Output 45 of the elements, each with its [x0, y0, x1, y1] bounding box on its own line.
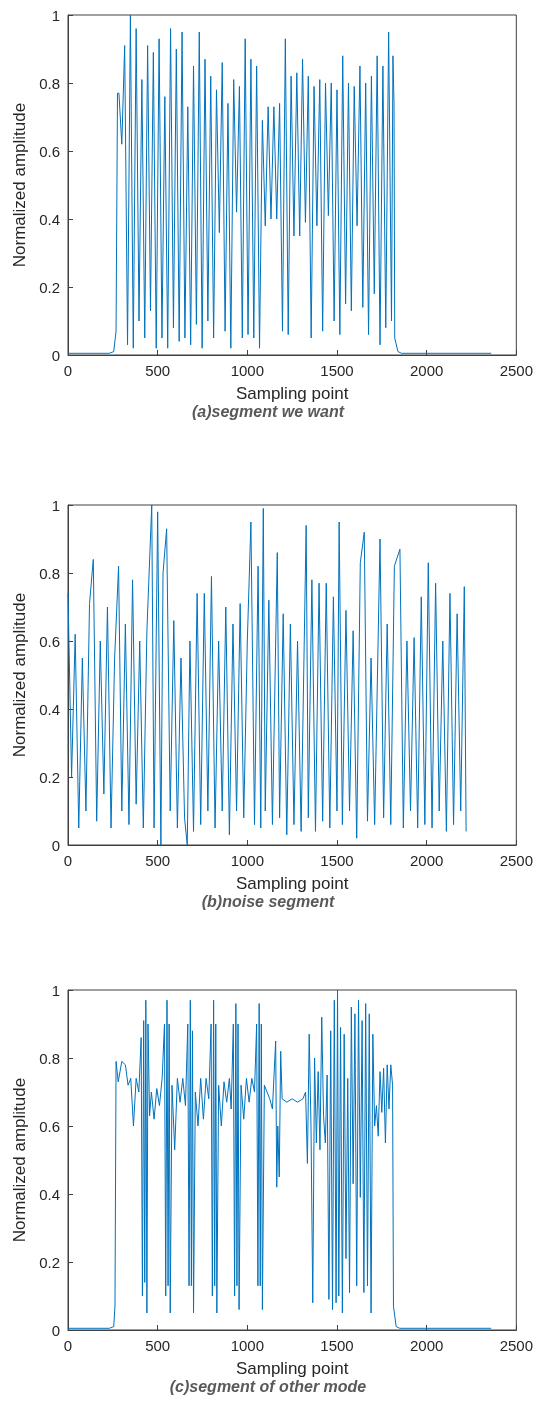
- x-tick-label: 500: [145, 852, 171, 869]
- x-tick-label: 2000: [409, 1337, 444, 1354]
- x-tick-label: 2000: [409, 362, 444, 379]
- y-tick-label: 1: [51, 6, 60, 24]
- x-tick-label: 2500: [499, 852, 533, 869]
- x-axis-title: Sampling point: [235, 1359, 349, 1378]
- y-axis-title: Normalized amplitude: [10, 1077, 29, 1243]
- x-tick-label: 1500: [320, 1337, 354, 1354]
- x-tick-label: 2500: [499, 362, 533, 379]
- y-tick-label: 0: [51, 1321, 60, 1339]
- x-tick-label: 1500: [320, 362, 354, 379]
- x-tick-label: 2500: [499, 1337, 533, 1354]
- y-tick-label: 0.6: [39, 632, 60, 650]
- y-tick-label: 0.8: [39, 564, 60, 582]
- x-tick-label: 1000: [230, 1337, 265, 1354]
- y-tick-label: 0: [51, 836, 60, 854]
- y-tick-label: 0.2: [39, 278, 60, 296]
- y-axis-title: Normalized amplitude: [10, 592, 29, 758]
- y-tick-label: 0.8: [39, 74, 60, 92]
- y-tick-label: 0.6: [39, 142, 60, 160]
- y-tick-label: 0.2: [39, 1253, 60, 1271]
- y-tick-label: 0.6: [39, 1117, 60, 1135]
- y-tick-label: 1: [51, 981, 60, 999]
- x-axis-title: Sampling point: [235, 384, 349, 403]
- y-tick-label: 0.4: [39, 1185, 60, 1203]
- y-tick-label: 1: [51, 496, 60, 514]
- x-tick-label: 500: [145, 362, 171, 379]
- x-axis-title: Sampling point: [235, 874, 349, 893]
- text: (c)segment of other mode: [169, 1377, 367, 1395]
- text: (a)segment we want: [191, 402, 345, 420]
- x-tick-label: 1000: [230, 362, 265, 379]
- y-axis-title: Normalized amplitude: [10, 102, 29, 268]
- y-tick-label: 0: [51, 346, 60, 364]
- y-tick-label: 0.2: [39, 768, 60, 786]
- x-tick-label: 0: [63, 1337, 73, 1354]
- y-tick-label: 0.8: [39, 1049, 60, 1067]
- y-tick-label: 0.4: [39, 210, 60, 228]
- text: (b)noise segment: [201, 892, 335, 910]
- x-tick-label: 1500: [320, 852, 354, 869]
- x-tick-label: 1000: [230, 852, 265, 869]
- y-tick-label: 0.4: [39, 700, 60, 718]
- x-tick-label: 0: [63, 852, 73, 869]
- x-tick-label: 500: [145, 1337, 171, 1354]
- x-tick-label: 2000: [409, 852, 444, 869]
- x-tick-label: 0: [63, 362, 73, 379]
